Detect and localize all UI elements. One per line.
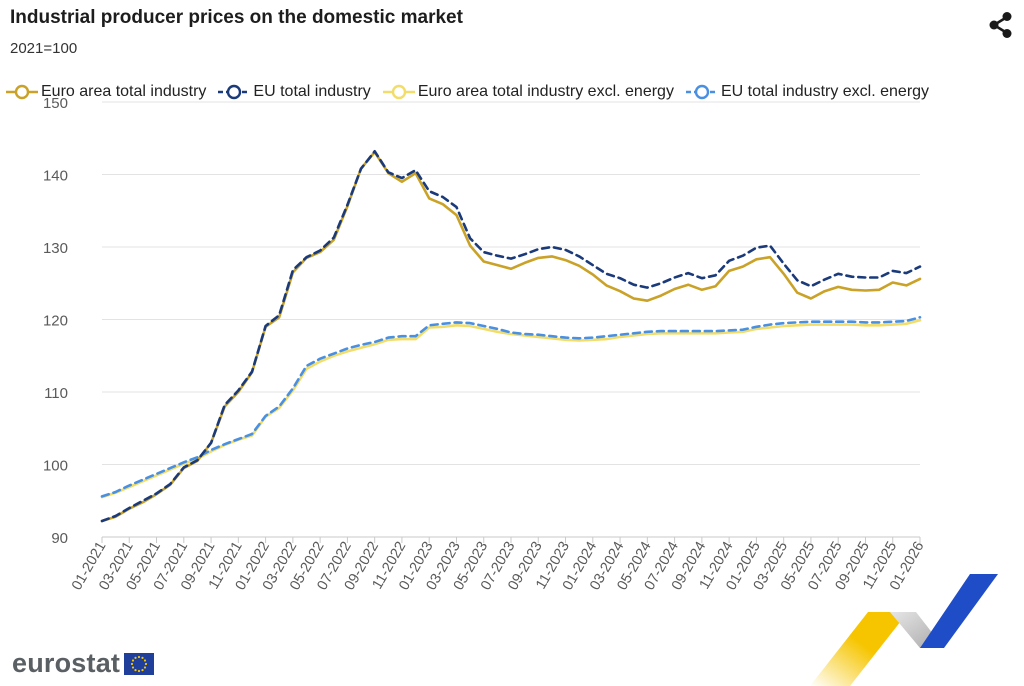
legend-item-euro-area-excl-energy[interactable]: Euro area total industry excl. energy (382, 83, 674, 101)
series-line-euro-area-total-industry (100, 150, 922, 523)
chart-legend: Euro area total industry EU total indust… (6, 80, 941, 104)
legend-marker-eu-excl-energy (685, 84, 718, 100)
chart-subtitle: 2021=100 (10, 40, 78, 57)
legend-label-euro-area-excl-energy: Euro area total industry excl. energy (417, 83, 674, 100)
series-line-eu-total-industry-excl-energy (100, 316, 922, 498)
decorative-ribbon (810, 574, 998, 686)
y-tick-label: 130 (43, 240, 68, 257)
series-line-eu-total-industry (100, 150, 922, 523)
legend-marker-eu-total (218, 84, 251, 100)
y-tick-label: 90 (51, 530, 68, 547)
share-icon[interactable] (984, 8, 1018, 42)
y-tick-label: 120 (43, 313, 68, 330)
y-tick-label: 140 (43, 168, 68, 185)
eurostat-logo: eurostat (12, 648, 155, 679)
legend-marker-euro-area-total (6, 84, 38, 100)
y-tick-label: 110 (44, 385, 68, 402)
chart-title: Industrial producer prices on the domest… (10, 7, 463, 28)
eu-flag-icon (124, 652, 155, 675)
legend-item-euro-area-total[interactable]: Euro area total industry (6, 83, 206, 101)
legend-label-euro-area-total: Euro area total industry (41, 83, 207, 100)
legend-item-eu-total[interactable]: EU total industry (218, 83, 371, 101)
legend-label-eu-excl-energy: EU total industry excl. energy (720, 83, 930, 100)
logo-text: eurostat (12, 648, 121, 678)
legend-label-eu-total: EU total industry (253, 83, 371, 100)
legend-marker-euro-area-excl-energy (382, 84, 415, 100)
legend-item-eu-excl-energy[interactable]: EU total industry excl. energy (685, 83, 930, 101)
y-tick-label: 150 (43, 95, 68, 112)
y-tick-label: 100 (43, 458, 68, 475)
